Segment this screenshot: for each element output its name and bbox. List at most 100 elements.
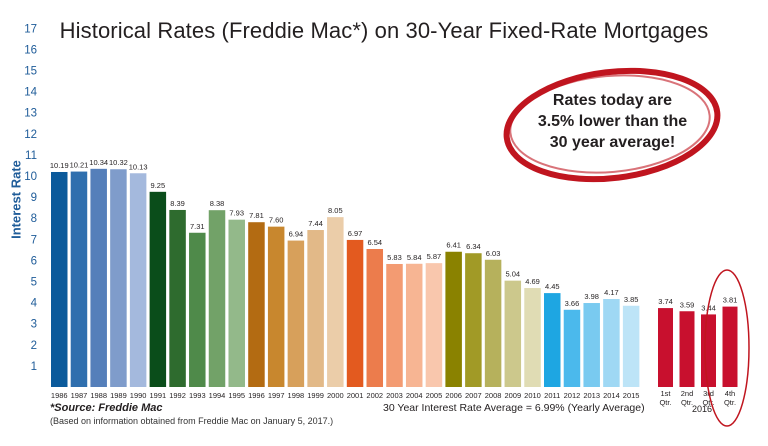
x-tick-label: 2012 [564,391,581,400]
y-tick-label: 13 [24,108,37,120]
annual-bars: 10.19 1986 10.21 1987 10.34 1988 10.32 1989 10.1… [50,158,640,400]
y-tick-label: 15 [24,66,37,78]
bar-value-label: 8.39 [170,199,185,208]
x-tick-label: 2006 [445,391,462,400]
bar-value-label: 7.60 [269,216,284,225]
x-tick-label: 1992 [169,391,186,400]
x-tick-label: 1998 [288,391,305,400]
quarter-value-label: 3.59 [680,300,695,309]
x-tick-label: 2000 [327,391,344,400]
bar-1990 [129,173,147,387]
x-tick-label: 1996 [248,391,265,400]
x-tick-label: 1991 [150,391,167,400]
bar-value-label: 10.19 [50,161,69,170]
callout-circle-inner [509,74,711,174]
bar-value-label: 3.66 [565,299,580,308]
bar-value-label: 10.13 [129,162,148,171]
x-tick-label: 1988 [90,391,107,400]
y-tick-label: 4 [31,298,38,310]
bar-value-label: 7.93 [229,209,244,218]
callout-circle [503,67,721,183]
x-tick-label: 2007 [465,391,482,400]
bar-1998 [287,240,305,387]
bar-1987 [70,171,88,387]
chart-title: Historical Rates (Freddie Mac*) on 30-Ye… [59,18,709,43]
bar-value-label: 5.83 [387,253,402,262]
bar-2007 [465,253,482,387]
average-note: 30 Year Interest Rate Average = 6.99% (Y… [383,402,645,414]
bar-value-label: 10.34 [89,158,108,167]
bar-value-label: 4.45 [545,282,560,291]
bar-value-label: 8.38 [210,199,225,208]
bar-2003 [386,263,403,387]
source-note: *Source: Freddie Mac [50,402,163,414]
bar-1986 [51,171,68,387]
bar-2008 [484,259,502,387]
bar-value-label: 3.98 [584,292,599,301]
y-tick-label: 3 [31,319,37,331]
bar-1995 [228,219,245,387]
y-tick-label: 12 [24,129,37,141]
callout-line-2: 3.5% lower than the [537,113,688,130]
x-tick-label: 2008 [485,391,502,400]
bar-1989 [110,169,127,387]
y-tick-label: 14 [24,87,37,99]
quarter-tick-label: 2nd Qtr. [681,389,694,407]
x-tick-label: 2009 [504,391,521,400]
bar-value-label: 6.03 [486,249,501,258]
bar-2001 [346,239,364,387]
x-tick-label: 2004 [406,391,423,400]
bar-value-label: 9.25 [151,181,166,190]
bar-value-label: 6.97 [348,229,363,238]
bar-value-label: 6.34 [466,242,481,251]
quarter-tick-label: 4th Qtr. [724,389,736,407]
x-tick-label: 2002 [366,391,383,400]
bar-value-label: 10.21 [70,161,89,170]
bar-value-label: 5.04 [506,270,521,279]
x-tick-label: 1989 [110,391,127,400]
x-tick-label: 1993 [189,391,206,400]
bar-value-label: 5.87 [427,252,442,261]
bar-1997 [267,226,285,387]
quarter-bar-3 [701,314,716,387]
highlight-circle [704,269,750,427]
bar-1992 [169,209,186,387]
x-tick-label: 1986 [51,391,68,400]
bar-1993 [189,232,206,387]
bar-value-label: 7.81 [249,211,264,220]
bar-value-label: 3.85 [624,295,639,304]
bar-2010 [524,288,541,387]
source-date-note: (Based on information obtained from Fred… [50,416,334,426]
bar-1999 [307,230,324,387]
x-tick-label: 2001 [347,391,364,400]
x-tick-label: 2015 [623,391,640,400]
bar-2015 [622,305,640,387]
y-axis-label: Interest Rate [8,160,24,239]
x-tick-label: 1994 [209,391,226,400]
bar-2012 [563,309,581,387]
bar-value-label: 8.05 [328,206,343,215]
x-tick-label: 1999 [307,391,324,400]
y-tick-label: 17 [24,23,37,35]
quarter-group-year: 2016 [691,404,713,414]
bar-value-label: 10.32 [109,158,128,167]
x-tick-label: 1997 [268,391,285,400]
bar-value-label: 7.31 [190,222,205,231]
x-tick-label: 2005 [426,391,443,400]
bar-2006 [445,251,462,387]
quarter-bar-4 [722,306,738,387]
y-tick-label: 6 [31,255,37,267]
x-tick-label: 2010 [524,391,541,400]
bar-1994 [208,210,226,387]
bar-2011 [544,293,561,387]
y-tick-label: 8 [31,213,37,225]
bar-2013 [583,303,600,387]
bar-1988 [90,168,107,387]
bar-2014 [603,299,620,387]
bar-2005 [425,263,443,387]
bar-2009 [504,280,522,387]
quarter-value-label: 3.74 [658,297,673,306]
bar-2002 [366,249,384,387]
x-tick-label: 1995 [228,391,245,400]
